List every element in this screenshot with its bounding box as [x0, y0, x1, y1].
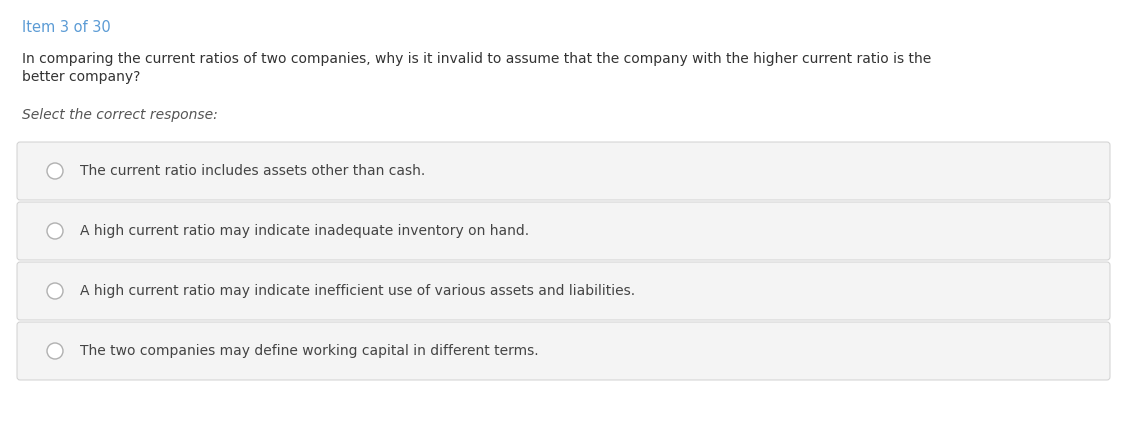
Circle shape: [47, 223, 63, 239]
Text: A high current ratio may indicate inefficient use of various assets and liabilit: A high current ratio may indicate ineffi…: [80, 284, 636, 298]
FancyBboxPatch shape: [17, 142, 1110, 200]
Text: Select the correct response:: Select the correct response:: [23, 108, 218, 122]
Text: Item 3 of 30: Item 3 of 30: [23, 20, 110, 35]
FancyBboxPatch shape: [17, 322, 1110, 380]
Text: The current ratio includes assets other than cash.: The current ratio includes assets other …: [80, 164, 425, 178]
Text: A high current ratio may indicate inadequate inventory on hand.: A high current ratio may indicate inadeq…: [80, 224, 529, 238]
Text: The two companies may define working capital in different terms.: The two companies may define working cap…: [80, 344, 539, 358]
Text: better company?: better company?: [23, 70, 141, 84]
FancyBboxPatch shape: [17, 262, 1110, 320]
Circle shape: [47, 163, 63, 179]
Text: In comparing the current ratios of two companies, why is it invalid to assume th: In comparing the current ratios of two c…: [23, 52, 931, 66]
FancyBboxPatch shape: [17, 202, 1110, 260]
Circle shape: [47, 283, 63, 299]
Circle shape: [47, 343, 63, 359]
